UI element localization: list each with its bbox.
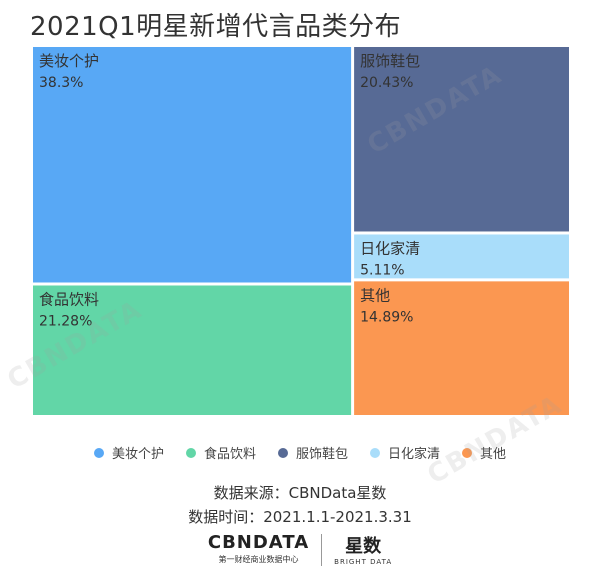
treemap-cell: 服饰鞋包 20.43% — [354, 47, 569, 232]
chart-legend: 美妆个护 食品饮料 服饰鞋包 日化家清 其他 — [0, 443, 600, 462]
data-period: 数据时间：2021.1.1-2021.3.31 — [188, 508, 412, 526]
treemap-cell-value: 21.28% — [39, 313, 92, 329]
legend-swatch — [277, 447, 288, 458]
legend-item[interactable]: 美妆个护 — [93, 443, 164, 462]
treemap-cell-value: 5.11% — [360, 262, 404, 278]
brightdata-logo-text: 星数 — [345, 536, 382, 557]
treemap-rect — [33, 47, 352, 283]
legend-swatch — [185, 447, 196, 458]
treemap-cell-label: 美妆个护 — [39, 52, 99, 70]
brightdata-logo: 星数 BRIGHT DATA — [334, 532, 392, 566]
treemap-cell-value: 14.89% — [360, 309, 413, 325]
treemap-rect — [354, 281, 569, 415]
legend-item[interactable]: 食品饮料 — [185, 443, 256, 462]
legend-item[interactable]: 服饰鞋包 — [277, 443, 348, 462]
treemap-rect — [354, 47, 569, 232]
legend-swatch — [93, 447, 104, 458]
chart-title: 2021Q1明星新增代言品类分布 — [30, 12, 402, 42]
treemap-cell-value: 38.3% — [39, 75, 83, 91]
treemap-rect — [33, 285, 352, 415]
logo-divider — [321, 534, 323, 566]
treemap-cell-label: 其他 — [360, 286, 390, 304]
cbndata-logo: CBNDATA 第一财经商业数据中心 — [208, 532, 309, 565]
legend-label: 美妆个护 — [111, 447, 164, 462]
legend-swatch — [462, 447, 473, 458]
treemap-cell: 日化家清 5.11% — [354, 234, 569, 278]
legend-label: 日化家清 — [388, 447, 441, 462]
treemap-cell-label: 服饰鞋包 — [360, 52, 420, 70]
cbndata-logo-text: CBNDATA — [207, 532, 310, 553]
treemap-cell-value: 20.43% — [360, 75, 413, 91]
treemap-cell-label: 日化家清 — [360, 239, 420, 257]
treemap-chart: 美妆个护 38.3% 食品饮料 21.28% 服饰鞋包 20.43% 日化家清 5.11% 其他… — [33, 47, 569, 415]
legend-item[interactable]: 其他 — [462, 443, 506, 462]
cbndata-logo-subtitle: 第一财经商业数据中心 — [218, 555, 299, 564]
brightdata-logo-subtitle: BRIGHT DATA — [334, 558, 393, 566]
treemap-cell-label: 食品饮料 — [39, 290, 99, 308]
legend-label: 食品饮料 — [203, 447, 256, 462]
data-source: 数据来源：CBNData星数 — [213, 484, 387, 502]
treemap-cell: 食品饮料 21.28% — [33, 285, 352, 415]
legend-label: 服饰鞋包 — [295, 447, 348, 462]
legend-item[interactable]: 日化家清 — [370, 443, 440, 462]
treemap-cell: 其他 14.89% — [354, 281, 569, 415]
treemap-cell: 美妆个护 38.3% — [33, 47, 352, 283]
legend-swatch — [370, 447, 380, 458]
treemap-rect — [354, 234, 569, 279]
logo-row: CBNDATA 第一财经商业数据中心 星数 BRIGHT DATA — [0, 532, 600, 566]
legend-label: 其他 — [480, 447, 507, 462]
